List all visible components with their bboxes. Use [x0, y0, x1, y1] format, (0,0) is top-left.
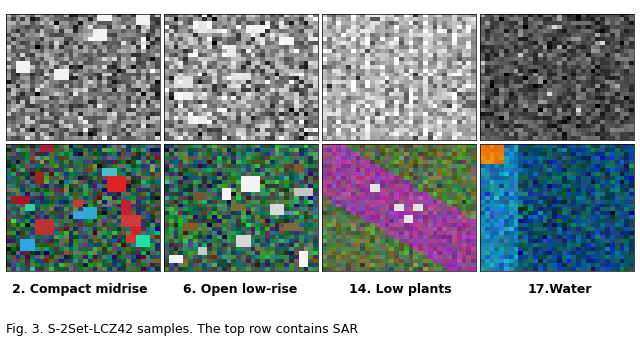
Text: 6. Open low-rise: 6. Open low-rise	[183, 283, 297, 296]
Text: 14. Low plants: 14. Low plants	[349, 283, 451, 296]
Text: 2. Compact midrise: 2. Compact midrise	[12, 283, 148, 296]
Text: Fig. 3. S-2Set-LCZ42 samples. The top row contains SAR: Fig. 3. S-2Set-LCZ42 samples. The top ro…	[6, 323, 358, 336]
Text: 17.Water: 17.Water	[528, 283, 592, 296]
